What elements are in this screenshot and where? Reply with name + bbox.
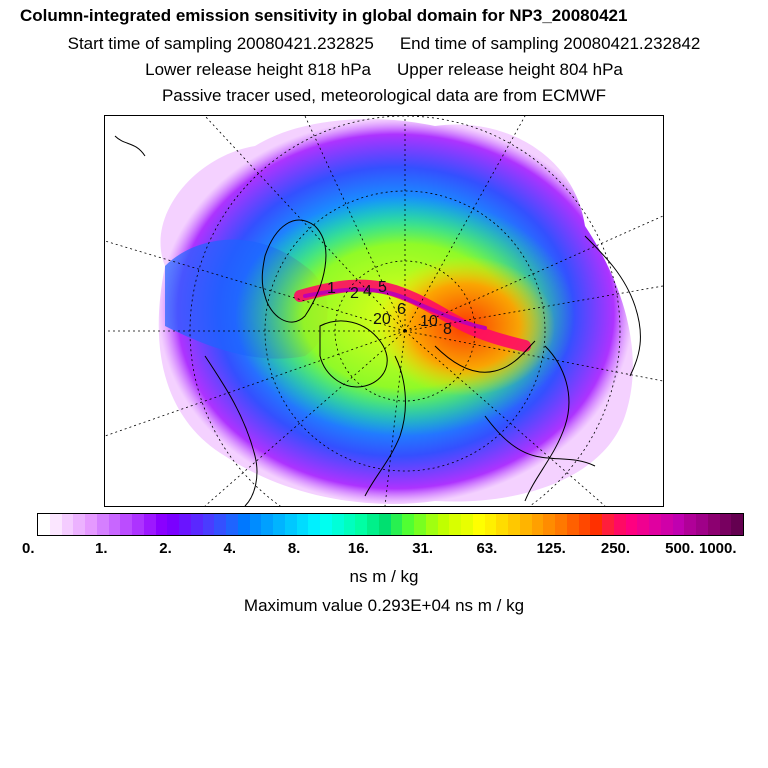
colorbar-cell (614, 514, 626, 535)
colorbar-cell (567, 514, 579, 535)
colorbar-cell (226, 514, 238, 535)
colorbar-cell (214, 514, 226, 535)
colorbar-cell (167, 514, 179, 535)
plot-title: Column-integrated emission sensitivity i… (20, 6, 627, 26)
colorbar-cell (402, 514, 414, 535)
colorbar-cell (355, 514, 367, 535)
colorbar-cell (532, 514, 544, 535)
colorbar-cell (97, 514, 109, 535)
colorbar-tick-label: 8. (288, 540, 301, 557)
colorbar-tick-label: 0. (22, 540, 35, 557)
lower-height-label: Lower release height 818 hPa (145, 60, 371, 80)
start-time-label: Start time of sampling 20080421.232825 (68, 34, 374, 54)
colorbar-tick-label: 31. (412, 540, 433, 557)
track-label-5: 5 (378, 279, 387, 296)
end-time-label: End time of sampling 20080421.232842 (400, 34, 701, 54)
colorbar-cell (684, 514, 696, 535)
track-label-1: 1 (327, 280, 336, 297)
colorbar-tick-label: 4. (224, 540, 237, 557)
colorbar-cell (649, 514, 661, 535)
colorbar-cell (379, 514, 391, 535)
track-label-8: 8 (443, 321, 452, 338)
colorbar-cell (297, 514, 309, 535)
colorbar-cell (120, 514, 132, 535)
colorbar-cell (285, 514, 297, 535)
colorbar-cell (261, 514, 273, 535)
colorbar-cell (720, 514, 732, 535)
colorbar-cell (637, 514, 649, 535)
colorbar-cell (62, 514, 74, 535)
colorbar-cell (496, 514, 508, 535)
colorbar-cell (555, 514, 567, 535)
track-label-20: 20 (373, 311, 391, 328)
colorbar-tick-label: 1. (95, 540, 108, 557)
colorbar-cell (367, 514, 379, 535)
colorbar-tick-label: 63. (476, 540, 497, 557)
colorbar-cell (485, 514, 497, 535)
colorbar-cell (661, 514, 673, 535)
colorbar-cell (438, 514, 450, 535)
release-heights: Lower release height 818 hPa Upper releas… (0, 60, 768, 80)
colorbar-cell (579, 514, 591, 535)
colorbar-cell (590, 514, 602, 535)
colorbar-cell (191, 514, 203, 535)
track-label-10: 10 (420, 313, 438, 330)
colorbar-cell (708, 514, 720, 535)
colorbar-cell (731, 514, 743, 535)
colorbar-tick-label: 500. (665, 540, 694, 557)
colorbar-cell (238, 514, 250, 535)
track-label-4: 4 (363, 283, 372, 300)
colorbar-cell (473, 514, 485, 535)
tracer-note: Passive tracer used, meteorological data… (0, 86, 768, 106)
colorbar-cell (602, 514, 614, 535)
colorbar-tick-label: 2. (159, 540, 172, 557)
map-canvas: 1 2 4 5 6 8 10 20 (105, 116, 663, 506)
colorbar-cell (543, 514, 555, 535)
colorbar-cell (520, 514, 532, 535)
colorbar-tick-label: 16. (348, 540, 369, 557)
colorbar-cell (156, 514, 168, 535)
track-label-6: 6 (397, 301, 406, 318)
colorbar-cell (626, 514, 638, 535)
colorbar-cell (391, 514, 403, 535)
colorbar-cell (673, 514, 685, 535)
colorbar-cell (179, 514, 191, 535)
colorbar-cell (273, 514, 285, 535)
colorbar-cell (461, 514, 473, 535)
colorbar-cell (332, 514, 344, 535)
colorbar-cell (250, 514, 262, 535)
colorbar-cell (144, 514, 156, 535)
colorbar-cell (696, 514, 708, 535)
colorbar-cell (203, 514, 215, 535)
colorbar-units: ns m / kg (0, 567, 768, 587)
colorbar-cell (308, 514, 320, 535)
sensitivity-map: 1 2 4 5 6 8 10 20 (104, 115, 664, 507)
maximum-value-label: Maximum value 0.293E+04 ns m / kg (0, 596, 768, 616)
colorbar-cell (38, 514, 50, 535)
colorbar-tick-label: 1000. (699, 540, 737, 557)
sampling-times: Start time of sampling 20080421.232825 En… (0, 34, 768, 54)
colorbar-cell (414, 514, 426, 535)
colorbar-cell (50, 514, 62, 535)
colorbar-cell (132, 514, 144, 535)
colorbar-cell (344, 514, 356, 535)
colorbar-cell (73, 514, 85, 535)
colorbar-cell (426, 514, 438, 535)
track-label-2: 2 (350, 285, 359, 302)
colorbar-cell (85, 514, 97, 535)
colorbar-tick-label: 250. (601, 540, 630, 557)
colorbar-cell (449, 514, 461, 535)
colorbar-cell (508, 514, 520, 535)
colorbar-tick-label: 125. (537, 540, 566, 557)
upper-height-label: Upper release height 804 hPa (397, 60, 623, 80)
colorbar-cell (320, 514, 332, 535)
colorbar (37, 513, 744, 536)
colorbar-cell (109, 514, 121, 535)
